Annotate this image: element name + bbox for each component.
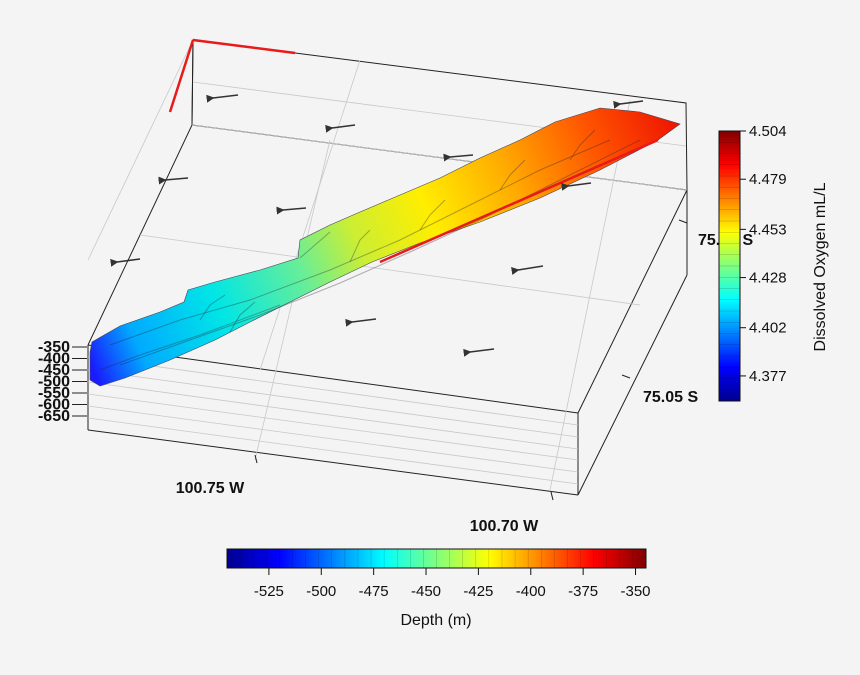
x-tick-marks <box>254 454 554 501</box>
colorbar-oxygen-tick-label: 4.453 <box>749 221 787 238</box>
colorbar-oxygen-bar <box>718 130 741 402</box>
colorbar-depth-ticks: -525 -500 -475 -450 -425 -400 -375 -350 <box>254 568 651 600</box>
z-tick-labels: -350-400-450-500-550-600-650 <box>38 339 87 425</box>
colorbar-oxygen-ticks: 4.504 4.479 4.453 4.428 4.402 4.377 <box>740 123 787 385</box>
current-arrows <box>110 94 644 357</box>
colorbar-oxygen-tick-label: 4.479 <box>749 171 787 188</box>
colorbar-oxygen-label: Dissolved Oxygen mL/L <box>812 182 829 351</box>
colorbar-depth-tick-label: -525 <box>254 583 284 600</box>
colorbar-depth: -525 -500 -475 -450 -425 -400 -375 -350 Depth (… <box>226 548 651 629</box>
colorbar-depth-tick-label: -475 <box>359 583 389 600</box>
plot-box <box>87 39 688 496</box>
z-tick-label: -500 <box>38 374 70 391</box>
red-edge-top <box>192 38 296 55</box>
z-tick-label: -600 <box>38 397 70 414</box>
colorbar-depth-tick-label: -500 <box>306 583 336 600</box>
colorbar-depth-bar <box>226 548 647 569</box>
colorbar-depth-tick-label: -450 <box>411 583 441 600</box>
colorbar-oxygen: 4.504 4.479 4.453 4.428 4.402 4.377 Dissolved… <box>718 123 829 402</box>
z-tick-label: -650 <box>38 408 70 425</box>
x-tick-label: 100.75 W <box>176 480 245 497</box>
x-tick-labels: 100.75 W 100.70 W <box>176 480 539 535</box>
y-tick-marks <box>621 219 688 379</box>
z-tick-label: -550 <box>38 385 70 402</box>
colorbar-depth-bands <box>239 549 634 568</box>
grid-lines <box>87 39 688 491</box>
red-edge-left <box>168 39 195 113</box>
colorbar-depth-tick-label: -425 <box>463 583 493 600</box>
colorbar-depth-tick-label: -350 <box>621 583 651 600</box>
colorbar-depth-label: Depth (m) <box>400 612 471 629</box>
z-tick-label: -400 <box>38 351 70 368</box>
z-tick-label: -450 <box>38 362 70 379</box>
bathymetry-surface <box>89 107 681 387</box>
x-tick-label: 100.70 W <box>470 518 539 535</box>
y-tick-label: 75.05 S <box>643 389 698 406</box>
colorbar-oxygen-tick-label: 4.377 <box>749 368 787 385</box>
colorbar-depth-tick-label: -400 <box>516 583 546 600</box>
colorbar-depth-tick-label: -375 <box>568 583 598 600</box>
z-tick-label: -350 <box>38 339 70 356</box>
colorbar-oxygen-tick-label: 4.402 <box>749 320 787 337</box>
colorbar-oxygen-tick-label: 4.428 <box>749 270 787 287</box>
colorbar-oxygen-bands <box>719 142 740 390</box>
colorbar-oxygen-tick-label: 4.504 <box>749 123 787 140</box>
